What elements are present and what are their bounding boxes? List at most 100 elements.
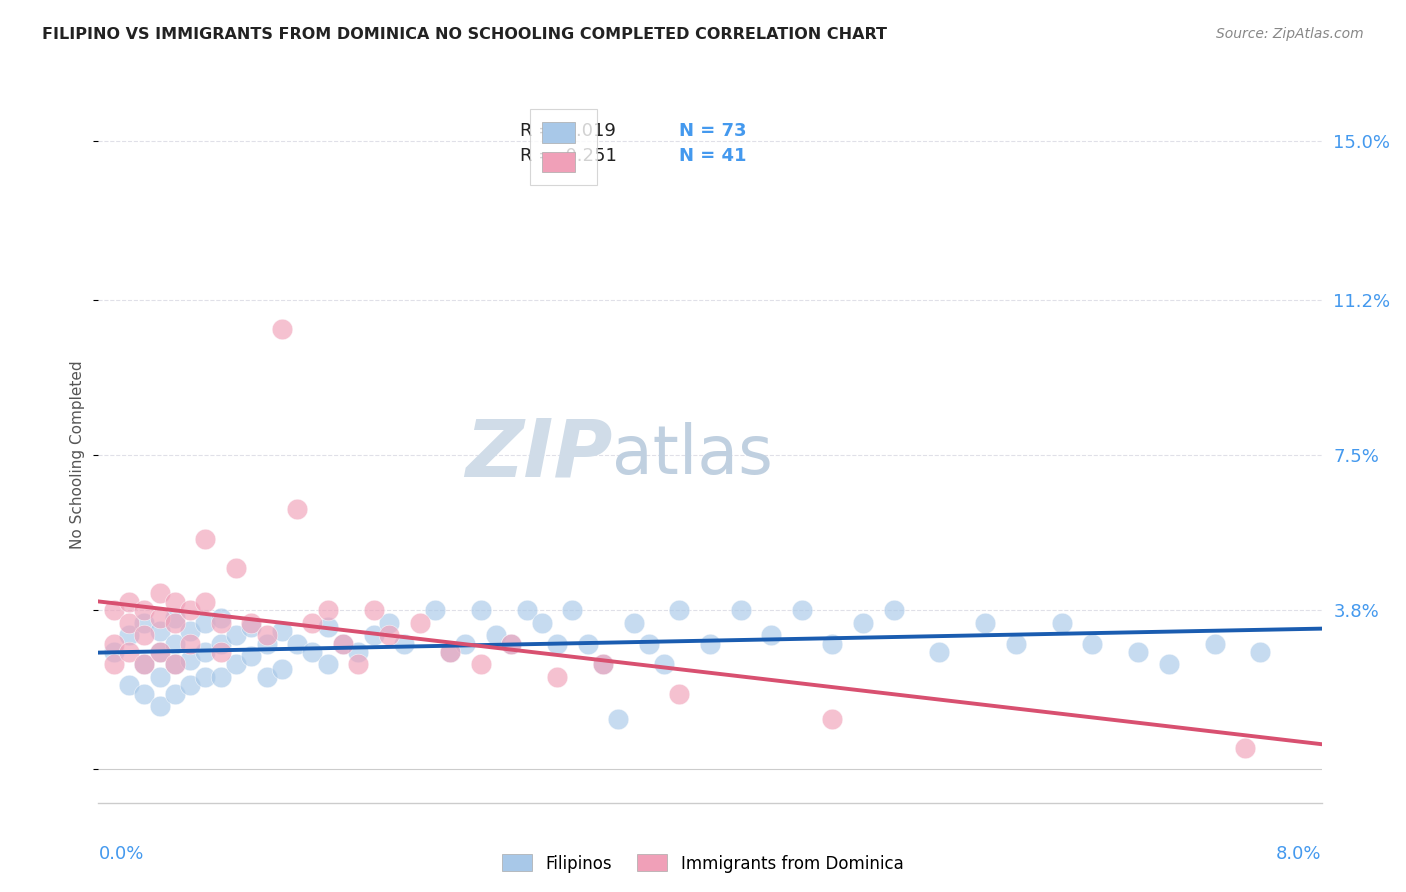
Point xyxy=(821,636,844,650)
Point xyxy=(240,615,263,630)
Point xyxy=(501,636,523,650)
Text: Source: ZipAtlas.com: Source: ZipAtlas.com xyxy=(1216,27,1364,41)
Point xyxy=(485,628,508,642)
Point xyxy=(1157,657,1180,672)
Text: R = -0.251: R = -0.251 xyxy=(520,147,617,165)
Point xyxy=(883,603,905,617)
Legend: , : , xyxy=(530,109,596,186)
Point xyxy=(301,615,323,630)
Point xyxy=(1234,741,1257,756)
Legend: Filipinos, Immigrants from Dominica: Filipinos, Immigrants from Dominica xyxy=(496,847,910,880)
Point xyxy=(347,645,370,659)
Point xyxy=(546,636,568,650)
Point xyxy=(408,615,430,630)
Point xyxy=(118,628,141,642)
Point xyxy=(149,645,172,659)
Point xyxy=(592,657,614,672)
Point xyxy=(852,615,875,630)
Point xyxy=(1050,615,1073,630)
Point xyxy=(179,678,201,692)
Point xyxy=(928,645,950,659)
Point xyxy=(668,687,690,701)
Point xyxy=(118,678,141,692)
Point xyxy=(163,657,186,672)
Point xyxy=(194,594,217,608)
Point xyxy=(179,636,201,650)
Point xyxy=(392,636,416,650)
Point xyxy=(225,657,247,672)
Point xyxy=(118,594,141,608)
Point xyxy=(149,611,172,625)
Point xyxy=(470,603,492,617)
Point xyxy=(1204,636,1226,650)
Point xyxy=(209,670,232,684)
Point xyxy=(668,603,690,617)
Point xyxy=(209,615,232,630)
Text: N = 73: N = 73 xyxy=(679,122,747,140)
Point xyxy=(347,657,370,672)
Point xyxy=(516,603,538,617)
Point xyxy=(163,594,186,608)
Point xyxy=(240,649,263,664)
Text: 8.0%: 8.0% xyxy=(1277,845,1322,863)
Point xyxy=(240,620,263,634)
Point xyxy=(103,657,125,672)
Point xyxy=(316,657,339,672)
Point xyxy=(163,687,186,701)
Point xyxy=(285,636,308,650)
Point xyxy=(149,586,172,600)
Point xyxy=(974,615,997,630)
Point xyxy=(149,645,172,659)
Point xyxy=(285,502,308,516)
Point xyxy=(759,628,782,642)
Point xyxy=(194,670,217,684)
Point xyxy=(134,687,156,701)
Point xyxy=(637,636,661,650)
Point xyxy=(163,657,186,672)
Point xyxy=(454,636,477,650)
Point xyxy=(194,615,217,630)
Point xyxy=(163,636,186,650)
Point xyxy=(103,603,125,617)
Text: FILIPINO VS IMMIGRANTS FROM DOMINICA NO SCHOOLING COMPLETED CORRELATION CHART: FILIPINO VS IMMIGRANTS FROM DOMINICA NO … xyxy=(42,27,887,42)
Point xyxy=(592,657,614,672)
Point xyxy=(194,645,217,659)
Point xyxy=(270,662,294,676)
Point xyxy=(607,712,630,726)
Point xyxy=(378,628,401,642)
Point xyxy=(270,322,294,336)
Point xyxy=(103,645,125,659)
Point xyxy=(332,636,354,650)
Point xyxy=(179,624,201,638)
Text: atlas: atlas xyxy=(612,422,773,488)
Point xyxy=(332,636,354,650)
Point xyxy=(1081,636,1104,650)
Point xyxy=(363,603,385,617)
Text: R =  0.019: R = 0.019 xyxy=(520,122,616,140)
Point xyxy=(194,532,217,546)
Point xyxy=(699,636,721,650)
Point xyxy=(470,657,492,672)
Point xyxy=(378,615,401,630)
Point xyxy=(790,603,813,617)
Point xyxy=(134,615,156,630)
Point xyxy=(256,670,278,684)
Point xyxy=(501,636,523,650)
Text: ZIP: ZIP xyxy=(465,416,612,494)
Point xyxy=(149,624,172,638)
Point xyxy=(530,615,553,630)
Point xyxy=(149,699,172,714)
Point xyxy=(1128,645,1150,659)
Point xyxy=(134,628,156,642)
Point xyxy=(316,620,339,634)
Point xyxy=(821,712,844,726)
Point xyxy=(134,657,156,672)
Point xyxy=(256,628,278,642)
Point xyxy=(134,657,156,672)
Point xyxy=(1004,636,1026,650)
Point xyxy=(179,603,201,617)
Point xyxy=(256,636,278,650)
Point xyxy=(118,615,141,630)
Point xyxy=(209,611,232,625)
Point xyxy=(730,603,752,617)
